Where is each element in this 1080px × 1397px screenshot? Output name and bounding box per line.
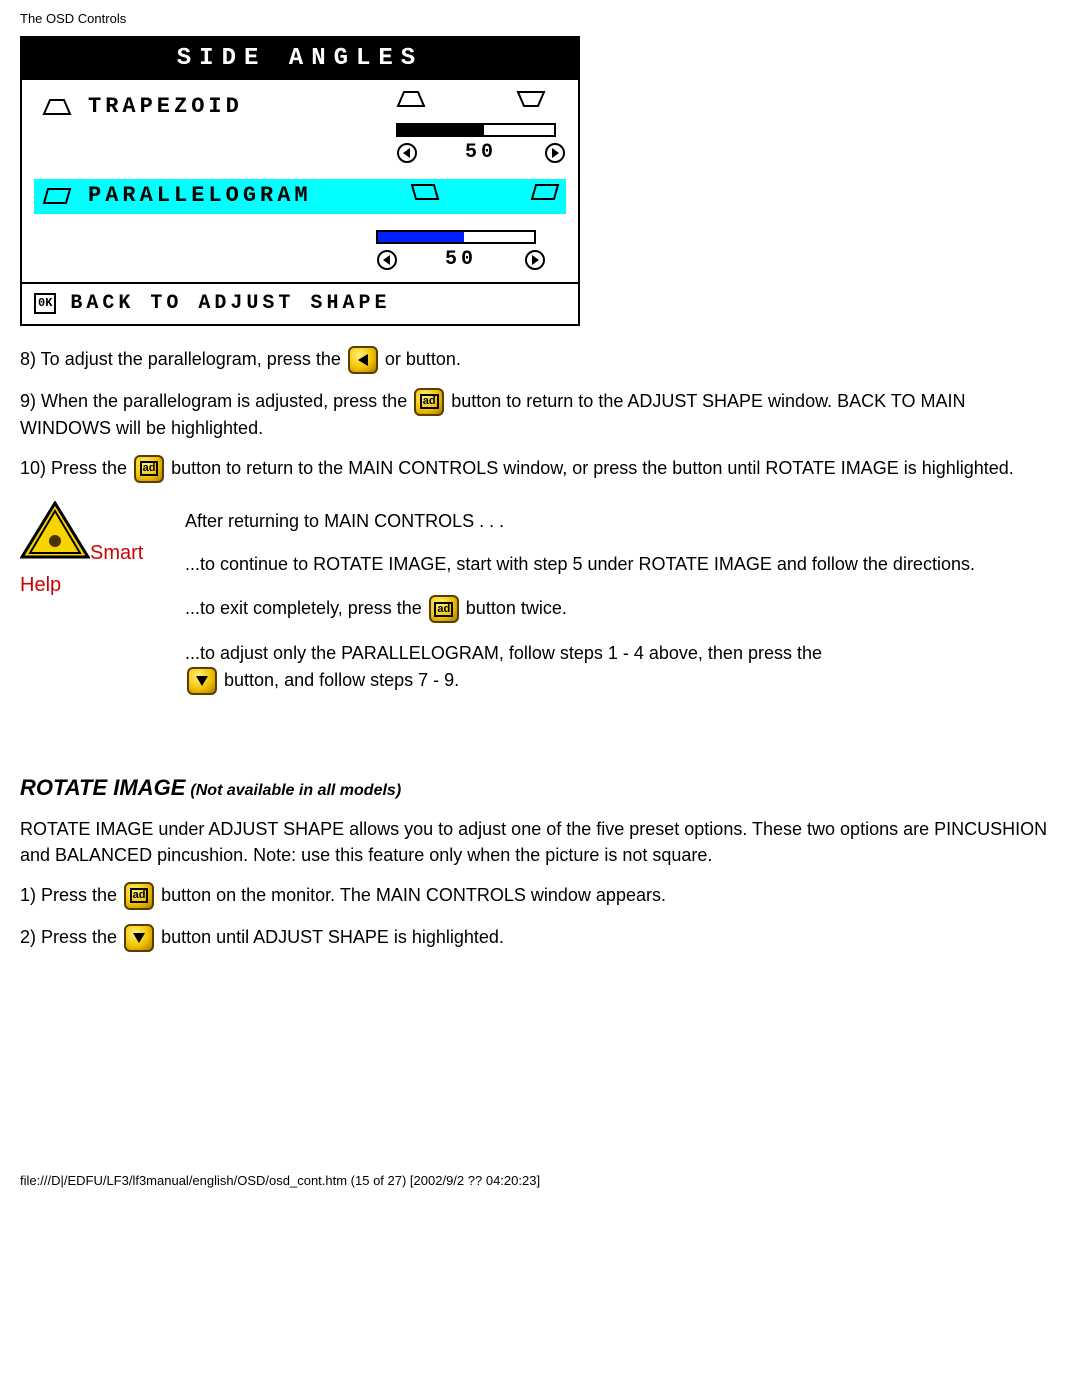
parallelogram-bar-fill xyxy=(378,232,464,242)
left-arrow-icon xyxy=(376,249,398,271)
right-arrow-icon xyxy=(524,249,546,271)
down-button-icon xyxy=(124,924,154,952)
text: button on the monitor. The MAIN CONTROLS… xyxy=(161,884,666,904)
left-arrow-icon xyxy=(396,142,418,164)
text: 1) Press the xyxy=(20,884,122,904)
parallelogram-left-icon xyxy=(410,183,440,210)
smart-p2: ...to continue to ROTATE IMAGE, start wi… xyxy=(185,552,1060,577)
text: 8) To adjust the parallelogram, press th… xyxy=(20,349,346,369)
step-9: 9) When the parallelogram is adjusted, p… xyxy=(20,388,1060,441)
right-arrow-icon xyxy=(544,142,566,164)
text: or button. xyxy=(385,349,461,369)
parallelogram-value: 50 xyxy=(445,246,477,274)
heading-note: (Not available in all models) xyxy=(190,782,401,799)
footer-path: file:///D|/EDFU/LF3/lf3manual/english/OS… xyxy=(20,1172,1060,1190)
rotate-step-2: 2) Press the button until ADJUST SHAPE i… xyxy=(20,924,1060,952)
osd-footer: 0K BACK TO ADJUST SHAPE xyxy=(22,282,578,324)
left-button-icon xyxy=(348,346,378,374)
trapezoid-narrow-top-icon xyxy=(396,90,426,117)
rotate-step-1: 1) Press the button on the monitor. The … xyxy=(20,882,1060,910)
text: 10) Press the xyxy=(20,458,132,478)
osd-title: SIDE ANGLES xyxy=(22,38,578,80)
trapezoid-bar xyxy=(396,123,556,137)
ok-button-icon xyxy=(124,882,154,910)
smart-p1: After returning to MAIN CONTROLS . . . xyxy=(185,509,1060,534)
parallelogram-right-icon xyxy=(530,183,560,210)
step-10: 10) Press the button to return to the MA… xyxy=(20,455,1060,483)
osd-panel: SIDE ANGLES TRAPEZOID xyxy=(20,36,580,326)
smart-label-1: Smart xyxy=(90,542,143,564)
text: button twice. xyxy=(466,598,567,618)
rotate-image-heading: ROTATE IMAGE (Not available in all model… xyxy=(20,773,1060,804)
text: button until ADJUST SHAPE is highlighted… xyxy=(161,926,504,946)
step-8: 8) To adjust the parallelogram, press th… xyxy=(20,346,1060,374)
smart-help-block: Smart Help After returning to MAIN CONTR… xyxy=(20,501,1060,713)
text: 2) Press the xyxy=(20,926,122,946)
smart-p4: ...to adjust only the PARALLELOGRAM, fol… xyxy=(185,641,1060,694)
down-button-icon xyxy=(187,667,217,695)
row-label: PARALLELOGRAM xyxy=(88,181,312,212)
parallelogram-bar xyxy=(376,230,536,244)
warning-icon xyxy=(20,501,90,561)
page-header: The OSD Controls xyxy=(20,10,1060,28)
ok-button-icon xyxy=(134,455,164,483)
osd-row-parallelogram: PARALLELOGRAM xyxy=(34,179,566,214)
smart-p3: ...to exit completely, press the button … xyxy=(185,595,1060,623)
ok-button-icon xyxy=(414,388,444,416)
ok-button-icon xyxy=(429,595,459,623)
text: button to return to the MAIN CONTROLS wi… xyxy=(171,458,1014,478)
text: button, and follow steps 7 - 9. xyxy=(224,669,459,689)
osd-row-trapezoid: TRAPEZOID xyxy=(34,90,566,169)
text: ...to adjust only the PARALLELOGRAM, fol… xyxy=(185,643,822,663)
trapezoid-value: 50 xyxy=(465,139,497,167)
heading-main: ROTATE IMAGE xyxy=(20,775,185,800)
trapezoid-icon xyxy=(40,96,74,118)
parallelogram-icon xyxy=(40,185,74,207)
ok-icon: 0K xyxy=(34,293,56,314)
trapezoid-narrow-bottom-icon xyxy=(516,90,546,117)
row-label: TRAPEZOID xyxy=(88,92,243,123)
text: ...to exit completely, press the xyxy=(185,598,427,618)
osd-footer-text: BACK TO ADJUST SHAPE xyxy=(70,290,390,318)
trapezoid-bar-fill xyxy=(398,125,484,135)
rotate-intro: ROTATE IMAGE under ADJUST SHAPE allows y… xyxy=(20,817,1060,867)
text: 9) When the parallelogram is adjusted, p… xyxy=(20,391,412,411)
